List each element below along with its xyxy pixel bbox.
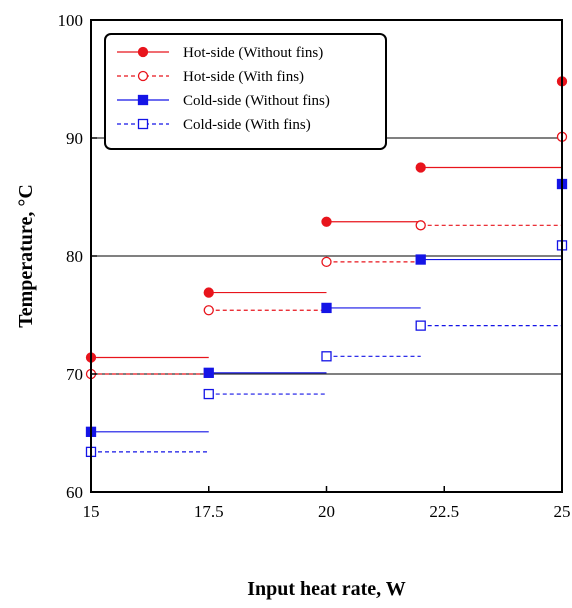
data-point [322, 257, 331, 266]
legend-label: Hot-side (With fins) [183, 69, 304, 85]
y-tick-label: 90 [66, 129, 83, 148]
data-point [416, 221, 425, 230]
y-tick-label: 80 [66, 247, 83, 266]
data-point [322, 303, 331, 312]
data-point [204, 390, 213, 399]
y-tick-label: 100 [58, 11, 84, 30]
data-point [416, 255, 425, 264]
legend-label: Cold-side (Without fins) [183, 93, 330, 109]
y-tick-label: 70 [66, 365, 83, 384]
legend-marker [139, 96, 148, 105]
data-point [322, 217, 331, 226]
legend-label: Cold-side (With fins) [183, 117, 311, 133]
x-tick-label: 15 [83, 502, 100, 521]
data-point [204, 288, 213, 297]
x-axis-label: Input heat rate, W [247, 578, 406, 600]
y-tick-label: 60 [66, 483, 83, 502]
legend-marker [139, 120, 148, 129]
legend-marker [139, 48, 148, 57]
x-tick-label: 20 [318, 502, 335, 521]
legend: Hot-side (Without fins) Hot-side (With fi… [105, 34, 386, 149]
x-tick-label: 17.5 [194, 502, 224, 521]
series-1 [87, 132, 567, 378]
legend-label: Hot-side (Without fins) [183, 45, 323, 61]
series-3 [87, 241, 567, 457]
x-tick-label: 25 [554, 502, 571, 521]
legend-marker [139, 72, 148, 81]
data-point [322, 352, 331, 361]
x-tick-label: 22.5 [429, 502, 459, 521]
data-point [204, 368, 213, 377]
data-point [204, 306, 213, 315]
y-axis-label: Temperature, °C [15, 184, 37, 328]
gridlines [91, 138, 562, 374]
data-point [416, 321, 425, 330]
data-point [416, 163, 425, 172]
